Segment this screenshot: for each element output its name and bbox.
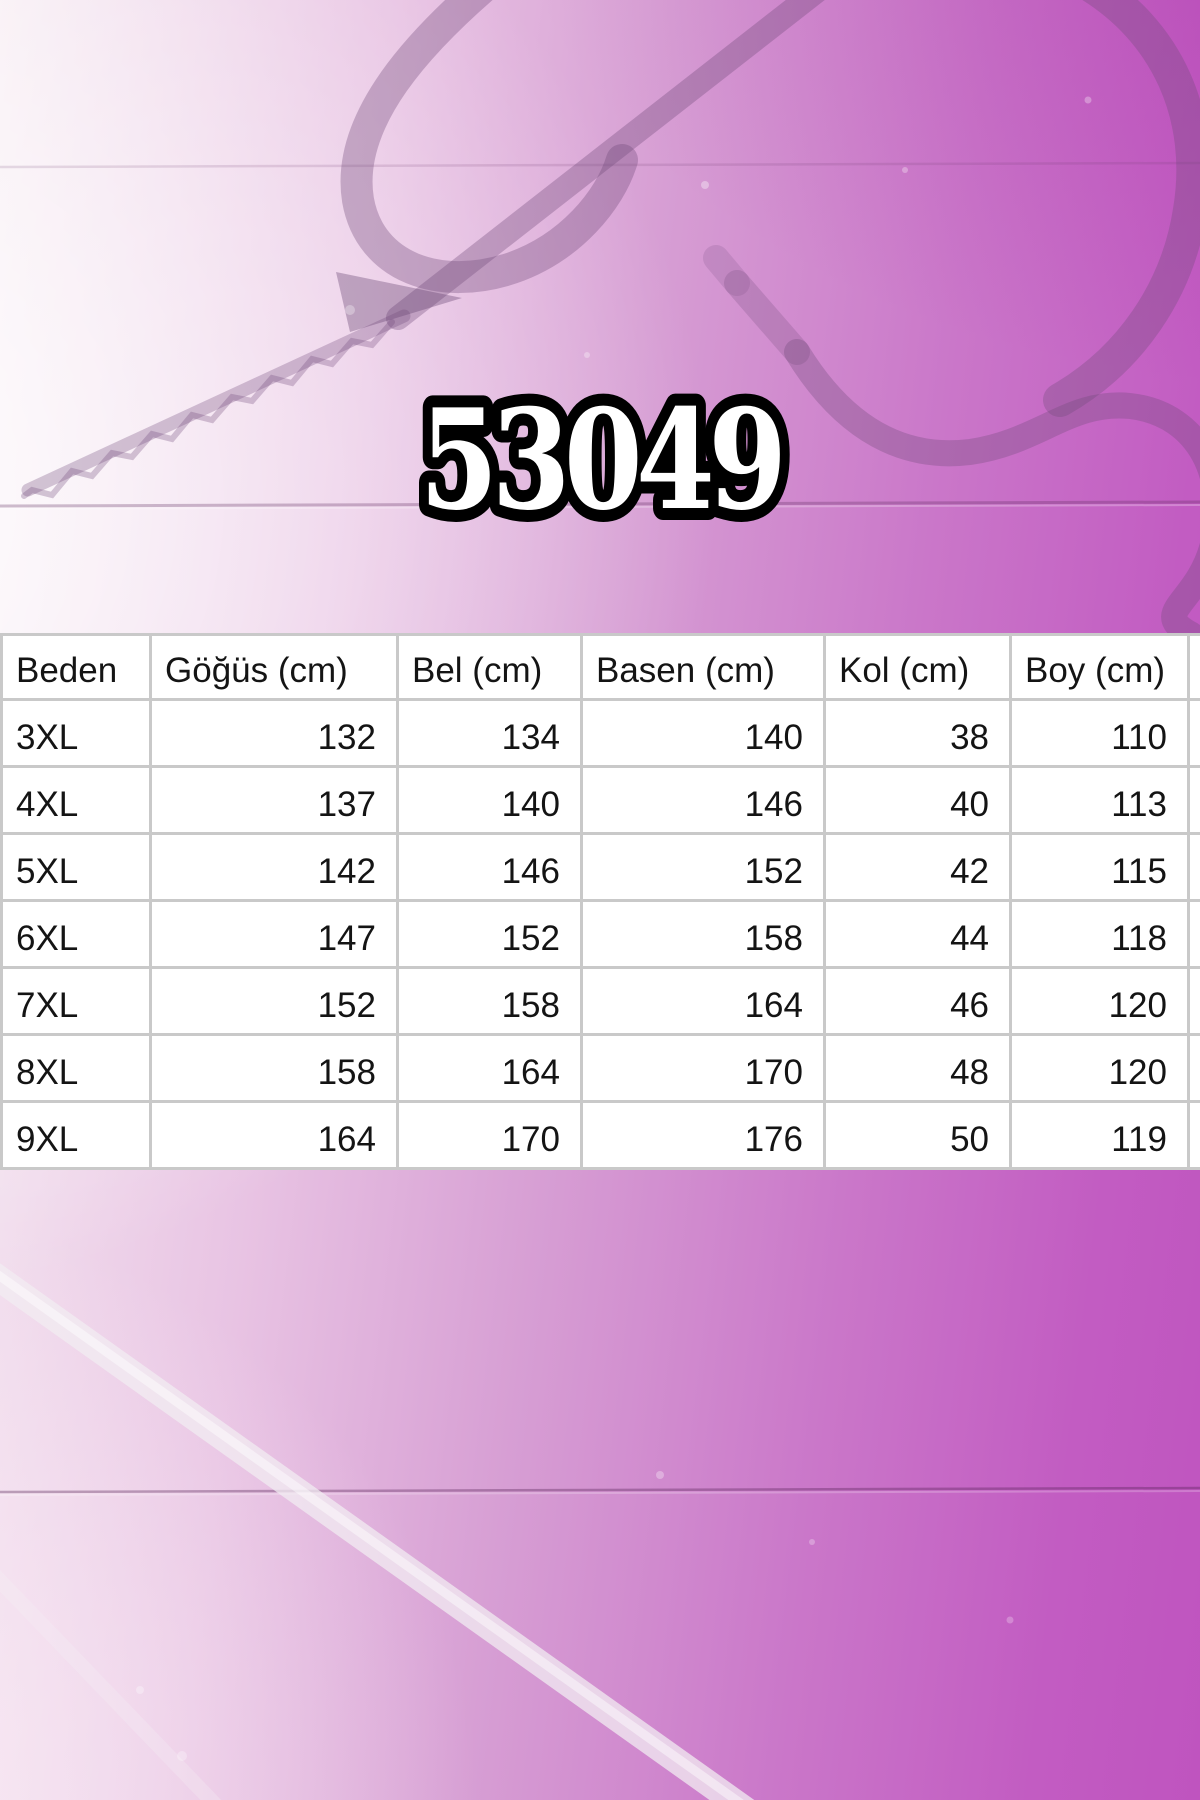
size-label: 4XL [0, 765, 152, 835]
basen-value: 164 [580, 966, 826, 1036]
boy-value: 120 [1009, 1033, 1190, 1103]
size-label: 9XL [0, 1100, 152, 1170]
product-code-text: 53049 [420, 379, 781, 541]
bel-value: 152 [396, 899, 583, 969]
gogus-value: 152 [149, 966, 399, 1036]
basen-value: 146 [580, 765, 826, 835]
basen-value: 152 [580, 832, 826, 902]
table-row: 7XL 152 158 164 46 120 [0, 966, 1200, 1036]
kol-value: 42 [823, 832, 1012, 902]
size-label: 6XL [0, 899, 152, 969]
clipped-cell [1187, 1100, 1200, 1170]
kol-value: 44 [823, 899, 1012, 969]
kol-value: 40 [823, 765, 1012, 835]
basen-value: 170 [580, 1033, 826, 1103]
basen-value: 176 [580, 1100, 826, 1170]
size-label: 8XL [0, 1033, 152, 1103]
table-row: 5XL 142 146 152 42 115 [0, 832, 1200, 902]
col-header-kol: Kol (cm) [823, 633, 1012, 701]
boy-value: 110 [1009, 698, 1190, 768]
col-header-clipped [1187, 633, 1200, 701]
boy-value: 120 [1009, 966, 1190, 1036]
kol-value: 48 [823, 1033, 1012, 1103]
clipped-cell [1187, 765, 1200, 835]
header-row: Beden Göğüs (cm) Bel (cm) Basen (cm) Kol… [0, 633, 1200, 701]
bel-value: 158 [396, 966, 583, 1036]
clipped-cell [1187, 1033, 1200, 1103]
table-row: 8XL 158 164 170 48 120 [0, 1033, 1200, 1103]
clipped-cell [1187, 832, 1200, 902]
kol-value: 50 [823, 1100, 1012, 1170]
clipped-cell [1187, 698, 1200, 768]
kol-value: 46 [823, 966, 1012, 1036]
size-chart-body: 3XL 132 134 140 38 110 4XL 137 140 146 4… [0, 698, 1200, 1170]
product-code-badge: 53049 [409, 368, 798, 550]
col-header-beden: Beden [0, 633, 152, 701]
size-label: 5XL [0, 832, 152, 902]
basen-value: 140 [580, 698, 826, 768]
gogus-value: 164 [149, 1100, 399, 1170]
table-row: 9XL 164 170 176 50 119 [0, 1100, 1200, 1170]
table-row: 6XL 147 152 158 44 118 [0, 899, 1200, 969]
col-header-bel: Bel (cm) [396, 633, 583, 701]
bel-value: 164 [396, 1033, 583, 1103]
wood-seam-lines [0, 161, 1200, 1496]
gogus-value: 142 [149, 832, 399, 902]
table-row: 4XL 137 140 146 40 113 [0, 765, 1200, 835]
boy-value: 113 [1009, 765, 1190, 835]
col-header-gogus: Göğüs (cm) [149, 633, 399, 701]
kol-value: 38 [823, 698, 1012, 768]
gogus-value: 132 [149, 698, 399, 768]
hanger-hook-icon [703, 0, 1200, 656]
bel-value: 134 [396, 698, 583, 768]
size-chart-table: Beden Göğüs (cm) Bel (cm) Basen (cm) Kol… [0, 633, 1200, 1170]
boy-value: 115 [1009, 832, 1190, 902]
gogus-value: 137 [149, 765, 399, 835]
bel-value: 140 [396, 765, 583, 835]
col-header-basen: Basen (cm) [580, 633, 826, 701]
bel-value: 146 [396, 832, 583, 902]
basen-value: 158 [580, 899, 826, 969]
clipped-cell [1187, 966, 1200, 1036]
hanger-icon [21, 0, 825, 499]
bel-value: 170 [396, 1100, 583, 1170]
table-row: 3XL 132 134 140 38 110 [0, 698, 1200, 768]
gogus-value: 158 [149, 1033, 399, 1103]
bottom-wire-icon [0, 1263, 755, 1800]
col-header-boy: Boy (cm) [1009, 633, 1190, 701]
boy-value: 119 [1009, 1100, 1190, 1170]
clipped-cell [1187, 899, 1200, 969]
boy-value: 118 [1009, 899, 1190, 969]
size-chart-header: Beden Göğüs (cm) Bel (cm) Basen (cm) Kol… [0, 633, 1200, 701]
size-label: 7XL [0, 966, 152, 1036]
gogus-value: 147 [149, 899, 399, 969]
size-label: 3XL [0, 698, 152, 768]
